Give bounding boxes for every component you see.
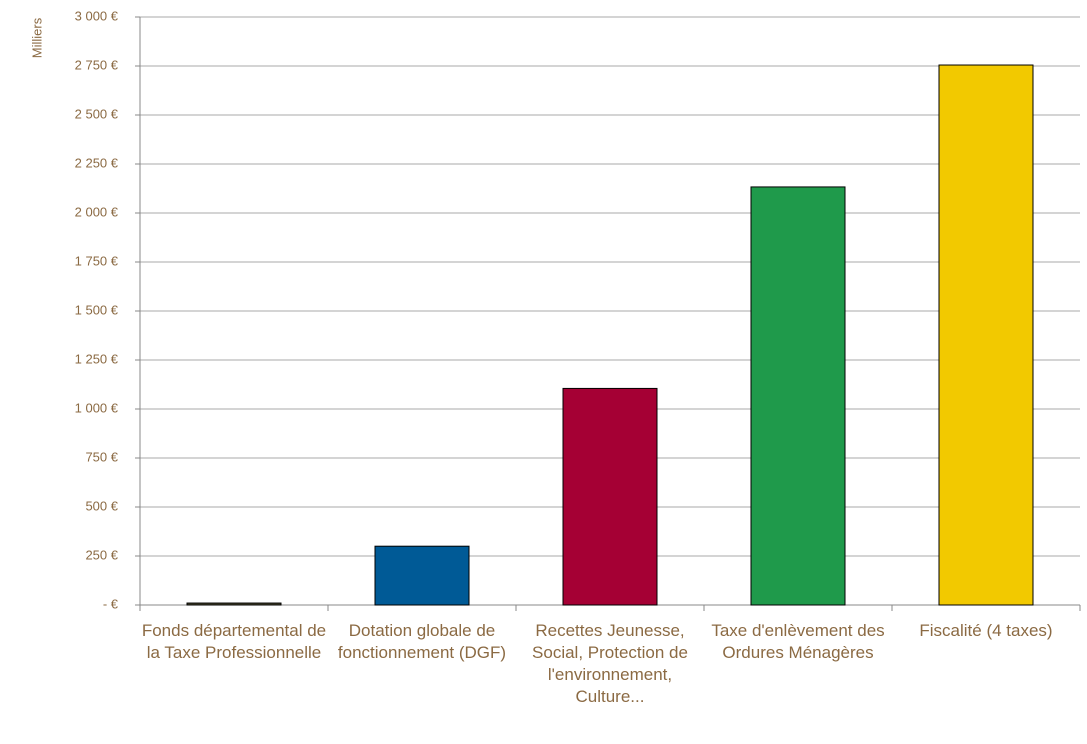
bar	[750, 186, 846, 606]
y-axis-label: Milliers	[29, 17, 44, 58]
x-tick-label: Recettes Jeunesse, Social, Protection de…	[532, 621, 688, 706]
y-tick-label: 1 000 €	[75, 400, 119, 415]
y-tick-label: 2 500 €	[75, 106, 119, 121]
y-tick-label: 1 250 €	[75, 351, 119, 366]
bar	[562, 387, 658, 606]
bar	[374, 545, 470, 606]
y-tick-label: 3 000 €	[75, 8, 119, 23]
bar	[938, 64, 1034, 606]
y-tick-label: 2 000 €	[75, 204, 119, 219]
x-tick-label: Dotation globale de fonctionnement (DGF)	[337, 621, 507, 662]
y-tick-label: 1 500 €	[75, 302, 119, 317]
y-tick-label: 250 €	[85, 547, 118, 562]
x-tick-label: Fiscalité (4 taxes)	[919, 621, 1053, 640]
bar	[186, 602, 282, 606]
y-tick-label: 500 €	[85, 498, 118, 513]
y-tick-label: 2 750 €	[75, 57, 119, 72]
x-tick-label: Taxe d'enlèvement des Ordures Ménagères	[711, 621, 885, 662]
x-tick-label: Fonds départemental de la Taxe Professio…	[141, 621, 327, 662]
y-tick-label: 750 €	[85, 449, 118, 464]
y-tick-label: 2 250 €	[75, 155, 119, 170]
y-tick-label: - €	[103, 596, 119, 611]
y-tick-label: 1 750 €	[75, 253, 119, 268]
